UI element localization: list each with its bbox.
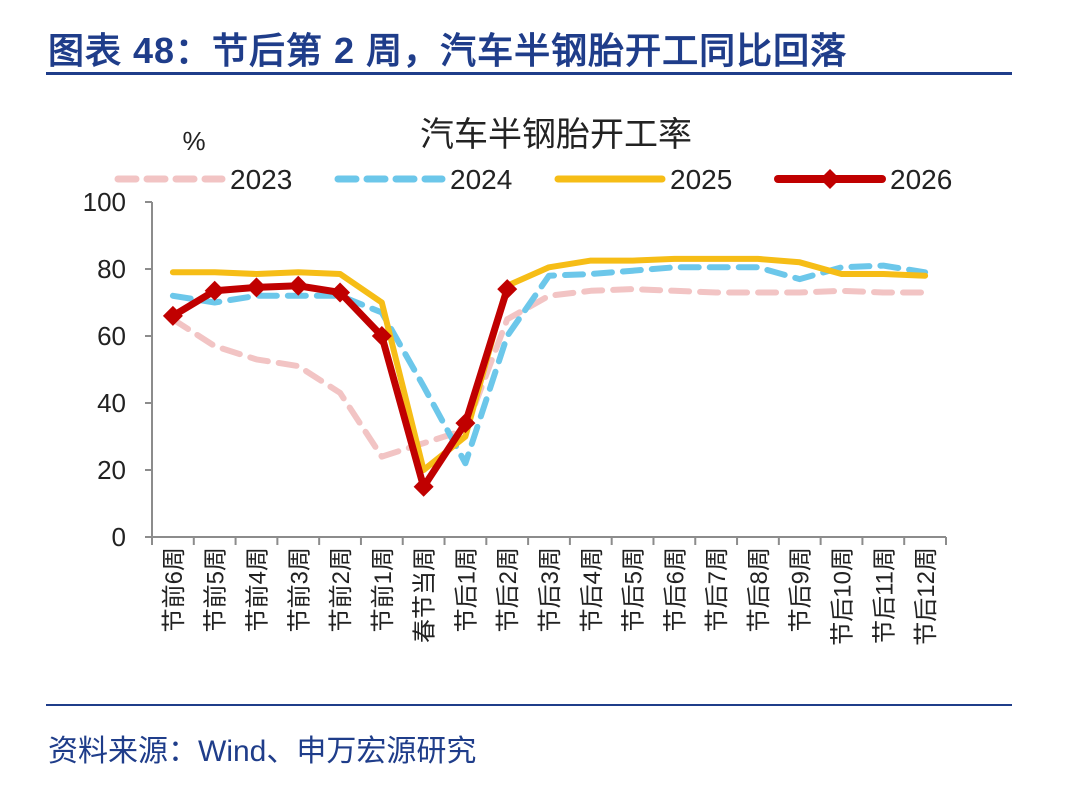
legend-item-2025: 2025 <box>554 164 732 195</box>
y-axis-unit: % <box>182 126 205 156</box>
y-tick-label: 20 <box>97 455 126 485</box>
x-tick-label: 节前2周 <box>328 547 355 632</box>
x-tick-label: 节后1周 <box>453 547 480 632</box>
x-tick-label: 节后6周 <box>662 547 689 632</box>
legend-label: 2024 <box>450 164 512 195</box>
data-point <box>330 282 351 303</box>
series-line-2026 <box>169 282 511 491</box>
figure-title: 图表 48：节后第 2 周，汽车半钢胎开工同比回落 <box>48 30 848 71</box>
y-tick-label: 0 <box>112 522 126 552</box>
chart-title: 汽车半钢胎开工率 <box>420 116 692 154</box>
legend-label: 2023 <box>230 164 292 195</box>
x-tick-label: 节前5周 <box>203 547 230 632</box>
x-tick-label: 节后10周 <box>830 547 857 646</box>
x-tick-label: 节后3周 <box>537 547 564 632</box>
title-rule <box>46 72 1012 75</box>
data-point <box>497 279 518 300</box>
series-2025 <box>169 255 929 473</box>
x-tick-label: 节前3周 <box>286 547 313 632</box>
data-point <box>162 305 183 326</box>
x-tick-label: 节后11周 <box>871 547 898 644</box>
y-tick-label: 60 <box>97 321 126 351</box>
x-tick-label: 节前4周 <box>244 547 271 632</box>
x-tick-label: 节后5周 <box>621 547 648 632</box>
x-tick-label: 节前6周 <box>161 547 188 632</box>
x-tick-label: 春节当周 <box>412 547 439 643</box>
legend-marker <box>820 169 840 189</box>
data-point <box>413 476 434 497</box>
legend: 2023 2024 2025 2026 <box>114 164 952 195</box>
data-point <box>455 413 476 434</box>
source-note: 资料来源：Wind、申万宏源研究 <box>48 735 477 768</box>
legend-label: 2026 <box>890 164 952 195</box>
x-tick-label: 节后8周 <box>746 547 773 632</box>
legend-item-2024: 2024 <box>334 164 512 195</box>
x-tick-label: 节前1周 <box>370 547 397 632</box>
y-tick-label: 40 <box>97 388 126 418</box>
x-tick-label: 节后12周 <box>913 547 940 646</box>
series-2023 <box>169 286 929 460</box>
series-line-2024 <box>169 262 929 467</box>
series-line-2023 <box>169 286 929 460</box>
series-layer <box>162 255 929 497</box>
data-point <box>246 277 267 298</box>
source-rule <box>46 704 1012 706</box>
x-tick-label: 节后7周 <box>704 547 731 632</box>
y-tick-label: 100 <box>83 187 126 217</box>
legend-item-2026: 2026 <box>774 164 952 195</box>
series-2024 <box>169 262 929 467</box>
data-point <box>204 280 225 301</box>
legend-label: 2025 <box>670 164 732 195</box>
x-tick-label: 节后9周 <box>788 547 815 632</box>
x-tick-label: 节后4周 <box>579 547 606 632</box>
legend-item-2023: 2023 <box>114 164 292 195</box>
data-point <box>288 275 309 296</box>
y-tick-label: 80 <box>97 254 126 284</box>
series-line-2025 <box>169 255 929 473</box>
data-point <box>371 326 392 346</box>
series-2026 <box>162 275 518 497</box>
axes: 0 20 40 60 80 100 节前6周 节前5周 节前4周 节前3周 节前2周 节前1周 春节当周… <box>83 187 947 646</box>
x-tick-label: 节后2周 <box>495 547 522 632</box>
